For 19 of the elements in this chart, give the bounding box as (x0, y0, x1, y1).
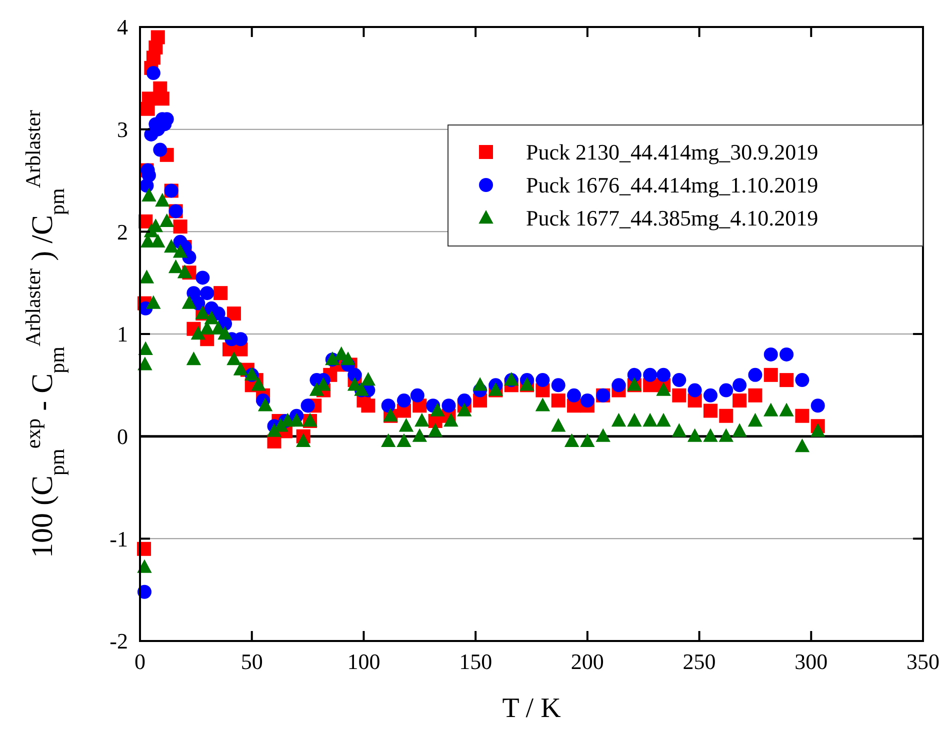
y-tick-label: 2 (117, 219, 128, 244)
y-tick-label: -1 (110, 526, 128, 552)
y-tick-label: 4 (117, 14, 128, 40)
x-tick-label: 150 (459, 649, 492, 674)
legend-label: Puck 1676_44.414mg_1.10.2019 (526, 172, 818, 198)
legend-label: Puck 2130_44.414mg_30.9.2019 (526, 140, 818, 165)
y-tick-label: 3 (117, 117, 128, 142)
x-tick-label: 0 (134, 649, 146, 674)
x-tick-label: 100 (347, 649, 380, 674)
x-tick-label: 300 (794, 649, 828, 674)
x-tick-label: 350 (906, 649, 940, 674)
y-tick-label: -2 (110, 628, 128, 654)
legend-label: Puck 1677_44.385mg_4.10.2019 (526, 206, 818, 231)
y-tick-label: 1 (117, 322, 128, 347)
x-tick-label: 50 (240, 649, 263, 674)
x-tick-label: 200 (570, 649, 604, 674)
y-tick-label: 0 (117, 424, 128, 450)
x-axis-title: T / K (502, 693, 561, 724)
x-tick-label: 250 (682, 649, 716, 674)
